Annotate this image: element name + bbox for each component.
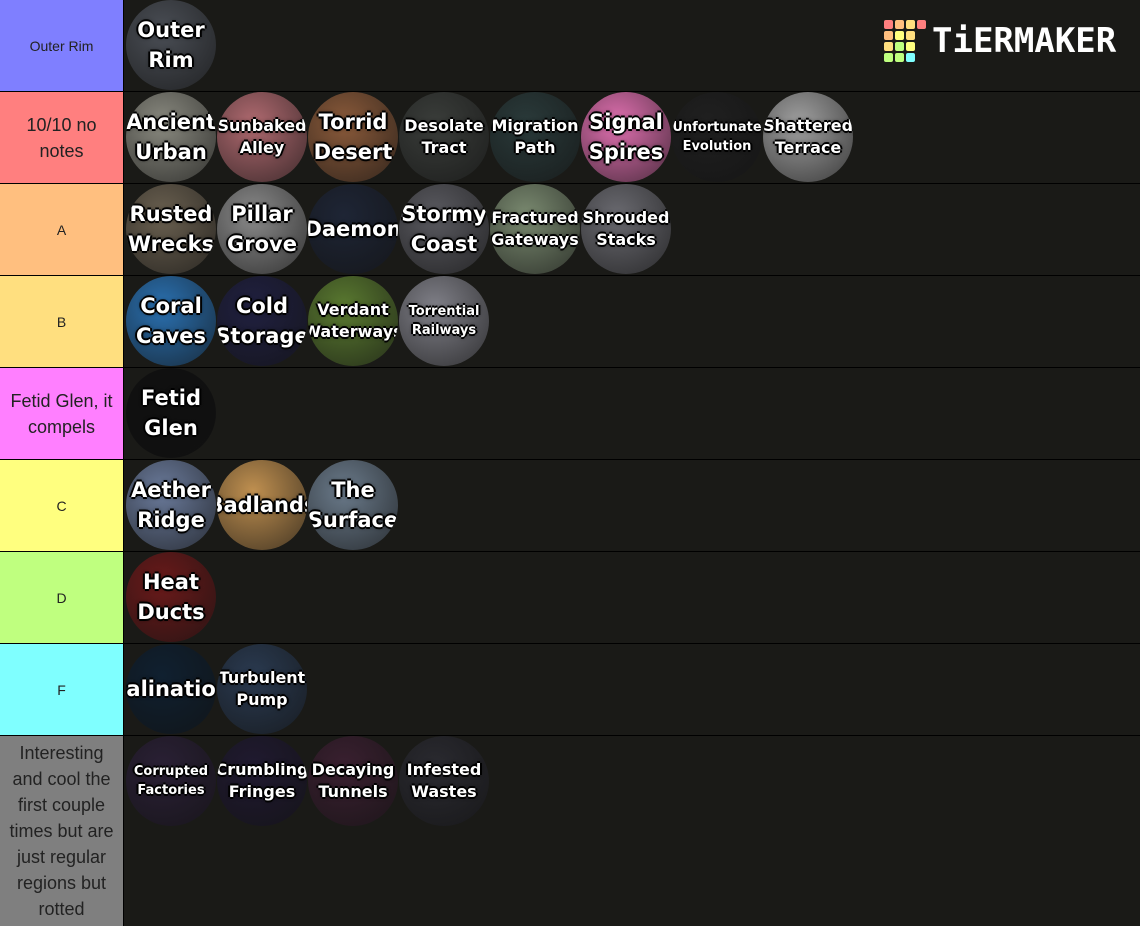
- tier-items: Coral Caves Cold Storage Verdant Waterways…: [124, 276, 490, 367]
- tier-item[interactable]: The Surface: [308, 460, 398, 550]
- tier-row: A Rusted Wrecks Pillar Grove Daemon Stormy C…: [0, 184, 1140, 276]
- tier-item[interactable]: Badlands: [217, 460, 307, 550]
- tier-item[interactable]: Migration Path: [490, 92, 580, 182]
- tier-row: 10/10 no notes Ancient Urban Sunbaked Alle…: [0, 92, 1140, 184]
- tier-item[interactable]: Turbulent Pump: [217, 644, 307, 734]
- tier-label[interactable]: A: [0, 184, 124, 275]
- tier-items: Ancient Urban Sunbaked Alley Torrid Desert…: [124, 92, 854, 183]
- tier-row: Outer Rim Outer Rim: [0, 0, 1140, 92]
- tier-item[interactable]: Heat Ducts: [126, 552, 216, 642]
- tier-item[interactable]: Shattered Terrace: [763, 92, 853, 182]
- tier-label[interactable]: Outer Rim: [0, 0, 124, 91]
- tier-row: B Coral Caves Cold Storage Verdant Waterway…: [0, 276, 1140, 368]
- tier-item[interactable]: Corrupted Factories: [126, 736, 216, 826]
- tier-label[interactable]: Fetid Glen, it compels: [0, 368, 124, 459]
- tier-item[interactable]: Verdant Waterways: [308, 276, 398, 366]
- tier-item[interactable]: Infested Wastes: [399, 736, 489, 826]
- tier-item[interactable]: Daemon: [308, 184, 398, 274]
- tier-item[interactable]: Rusted Wrecks: [126, 184, 216, 274]
- tier-item[interactable]: Torrential Railways: [399, 276, 489, 366]
- tier-item[interactable]: Crumbling Fringes: [217, 736, 307, 826]
- tier-item[interactable]: Cold Storage: [217, 276, 307, 366]
- tier-item[interactable]: Pillar Grove: [217, 184, 307, 274]
- tier-label[interactable]: D: [0, 552, 124, 643]
- tier-row: FSalinationTurbulent Pump: [0, 644, 1140, 736]
- tier-item[interactable]: Fetid Glen: [126, 368, 216, 458]
- tier-item[interactable]: Ancient Urban: [126, 92, 216, 182]
- tier-row: Interesting and cool the first couple ti…: [0, 736, 1140, 926]
- tier-items: Heat Ducts: [124, 552, 217, 643]
- logo-text: TiERMAKER: [932, 21, 1117, 61]
- tier-label[interactable]: Interesting and cool the first couple ti…: [0, 736, 124, 926]
- tier-items: Corrupted Factories Crumbling Fringes Deca…: [124, 736, 490, 926]
- tier-label[interactable]: C: [0, 460, 124, 551]
- tier-items: SalinationTurbulent Pump: [124, 644, 308, 735]
- tier-item[interactable]: Stormy Coast: [399, 184, 489, 274]
- tier-items: Outer Rim: [124, 0, 217, 91]
- tier-item[interactable]: Shrouded Stacks: [581, 184, 671, 274]
- tier-item[interactable]: Desolate Tract: [399, 92, 489, 182]
- tier-items: Aether RidgeBadlandsThe Surface: [124, 460, 399, 551]
- logo: TiERMAKER: [884, 20, 1116, 62]
- tier-item[interactable]: Unfortunate Evolution: [672, 92, 762, 182]
- tier-item[interactable]: Signal Spires: [581, 92, 671, 182]
- tier-item[interactable]: Fractured Gateways: [490, 184, 580, 274]
- tier-items: Rusted Wrecks Pillar Grove Daemon Stormy Co…: [124, 184, 672, 275]
- tier-items: Fetid Glen: [124, 368, 217, 459]
- tier-item[interactable]: Sunbaked Alley: [217, 92, 307, 182]
- tier-row: D Heat Ducts: [0, 552, 1140, 644]
- tier-item[interactable]: Salination: [126, 644, 216, 734]
- tier-row: Fetid Glen, it compels Fetid Glen: [0, 368, 1140, 460]
- tier-item[interactable]: Coral Caves: [126, 276, 216, 366]
- tier-label[interactable]: 10/10 no notes: [0, 92, 124, 183]
- logo-grid: [884, 20, 926, 62]
- tier-label[interactable]: F: [0, 644, 124, 735]
- tier-label[interactable]: B: [0, 276, 124, 367]
- tier-item[interactable]: Aether Ridge: [126, 460, 216, 550]
- tier-item[interactable]: Decaying Tunnels: [308, 736, 398, 826]
- tier-item[interactable]: Outer Rim: [126, 0, 216, 90]
- tier-item[interactable]: Torrid Desert: [308, 92, 398, 182]
